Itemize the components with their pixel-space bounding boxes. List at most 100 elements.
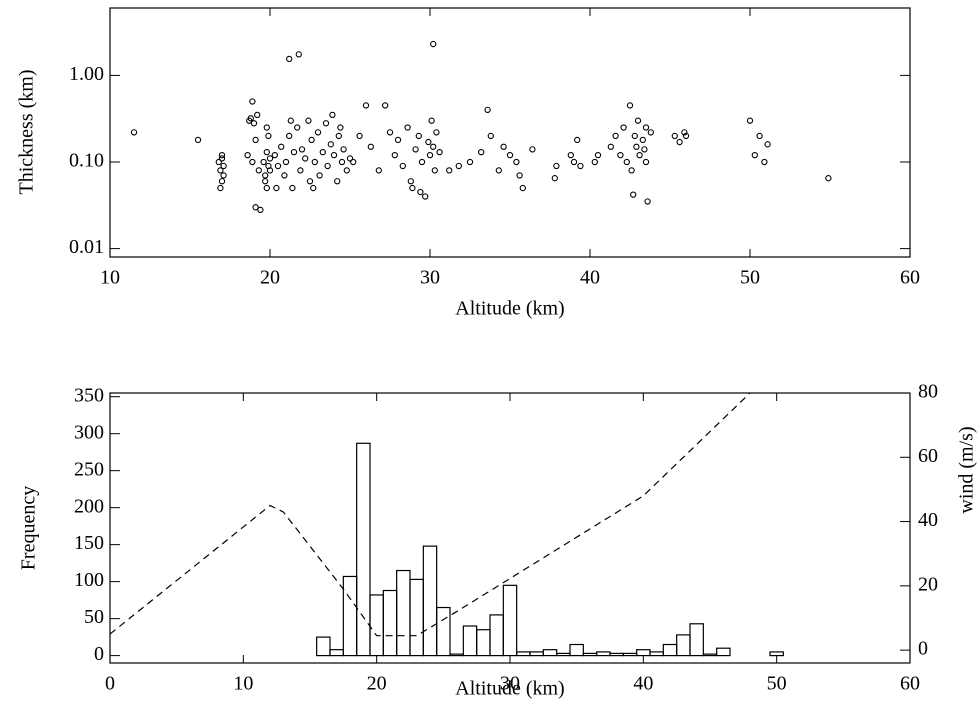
data-point: [295, 51, 302, 58]
y2-tick-label: 0: [918, 638, 928, 660]
histogram-bar: [702, 653, 718, 657]
data-point: [252, 204, 259, 211]
data-point: [322, 120, 330, 127]
data-point: [314, 129, 322, 136]
data-point: [642, 124, 650, 131]
data-point: [252, 136, 259, 144]
data-point: [194, 136, 202, 144]
data-point: [455, 162, 462, 170]
x-tick-label: 60: [900, 267, 920, 289]
histogram-bar: [609, 652, 624, 657]
x-tick-label: 50: [740, 267, 760, 289]
x-tick-label: 40: [580, 267, 600, 289]
data-point: [644, 198, 651, 205]
x-tick-label: 0: [105, 673, 115, 695]
data-point: [255, 167, 262, 174]
x-tick-label: 50: [767, 673, 787, 695]
histogram-bar: [596, 651, 611, 657]
data-point: [329, 111, 336, 119]
plot-frame: [109, 7, 911, 258]
data-point: [519, 184, 526, 192]
histogram-bar: [636, 649, 651, 657]
data-point: [756, 132, 763, 140]
data-point: [634, 117, 642, 124]
data-point: [310, 184, 317, 192]
x-tick-label: 30: [500, 673, 520, 695]
data-point: [553, 162, 560, 170]
data-point: [628, 167, 635, 174]
y-tick-label: 150: [74, 532, 104, 554]
data-point: [746, 117, 754, 124]
data-point: [466, 158, 474, 166]
data-point: [382, 102, 389, 109]
data-point: [263, 184, 270, 192]
data-point: [218, 151, 226, 159]
y-tick-label: 0: [94, 643, 104, 665]
data-point: [262, 178, 269, 185]
data-point: [308, 136, 315, 144]
data-point: [415, 132, 422, 140]
data-point: [306, 178, 314, 185]
data-point: [631, 132, 638, 140]
histogram-bar: [449, 653, 464, 657]
data-point: [607, 143, 614, 150]
data-point: [289, 184, 296, 192]
data-point: [570, 158, 578, 166]
wind-line: [109, 392, 751, 637]
data-point: [647, 129, 654, 136]
data-point: [356, 132, 363, 140]
histogram-panel: Altitude (km) Frequency wind (m/s) 0 10 20…: [18, 381, 978, 700]
data-point: [633, 143, 640, 150]
data-point: [262, 172, 269, 179]
data-point: [478, 148, 485, 156]
data-point: [399, 162, 406, 170]
data-point: [484, 106, 491, 114]
data-point: [220, 162, 227, 170]
data-point: [567, 151, 574, 159]
data-point: [249, 98, 256, 105]
data-point: [250, 120, 258, 127]
data-point: [271, 151, 278, 159]
data-point: [350, 158, 357, 166]
histogram-bar: [409, 578, 424, 657]
data-point: [343, 167, 350, 174]
x-tick-label: 10: [100, 267, 120, 289]
data-point: [215, 158, 222, 166]
data-point: [430, 40, 437, 48]
data-point: [305, 117, 312, 124]
data-point: [682, 132, 690, 140]
histogram-bar: [542, 649, 558, 657]
data-point: [425, 138, 432, 146]
histogram-bar: [676, 634, 691, 657]
data-point: [506, 151, 514, 159]
data-point: [422, 193, 429, 200]
data-point: [298, 146, 306, 153]
y-tick-label: 300: [74, 421, 104, 443]
histogram-bar: [662, 643, 678, 657]
data-point: [286, 132, 293, 140]
data-point: [487, 132, 494, 140]
data-point: [574, 136, 581, 144]
data-point: [430, 143, 437, 150]
data-point: [407, 178, 414, 185]
histogram-bar: [462, 625, 478, 657]
histogram-bar: [502, 584, 518, 657]
data-point: [626, 102, 634, 109]
data-point: [324, 162, 331, 170]
histogram-bar: [649, 651, 664, 657]
data-point: [274, 162, 282, 170]
y-tick-label: 350: [74, 384, 104, 406]
data-point: [409, 184, 416, 192]
histogram-bar: [556, 652, 571, 657]
data-point: [335, 132, 342, 140]
data-point: [218, 178, 226, 185]
data-point: [551, 175, 558, 182]
data-point: [513, 158, 520, 166]
data-point: [612, 132, 619, 140]
x-tick-label: 30: [420, 267, 440, 289]
y2-tick-label: 40: [918, 509, 938, 531]
data-point: [751, 151, 758, 159]
histogram-bar: [569, 643, 584, 657]
x-tick-label: 10: [233, 673, 253, 695]
